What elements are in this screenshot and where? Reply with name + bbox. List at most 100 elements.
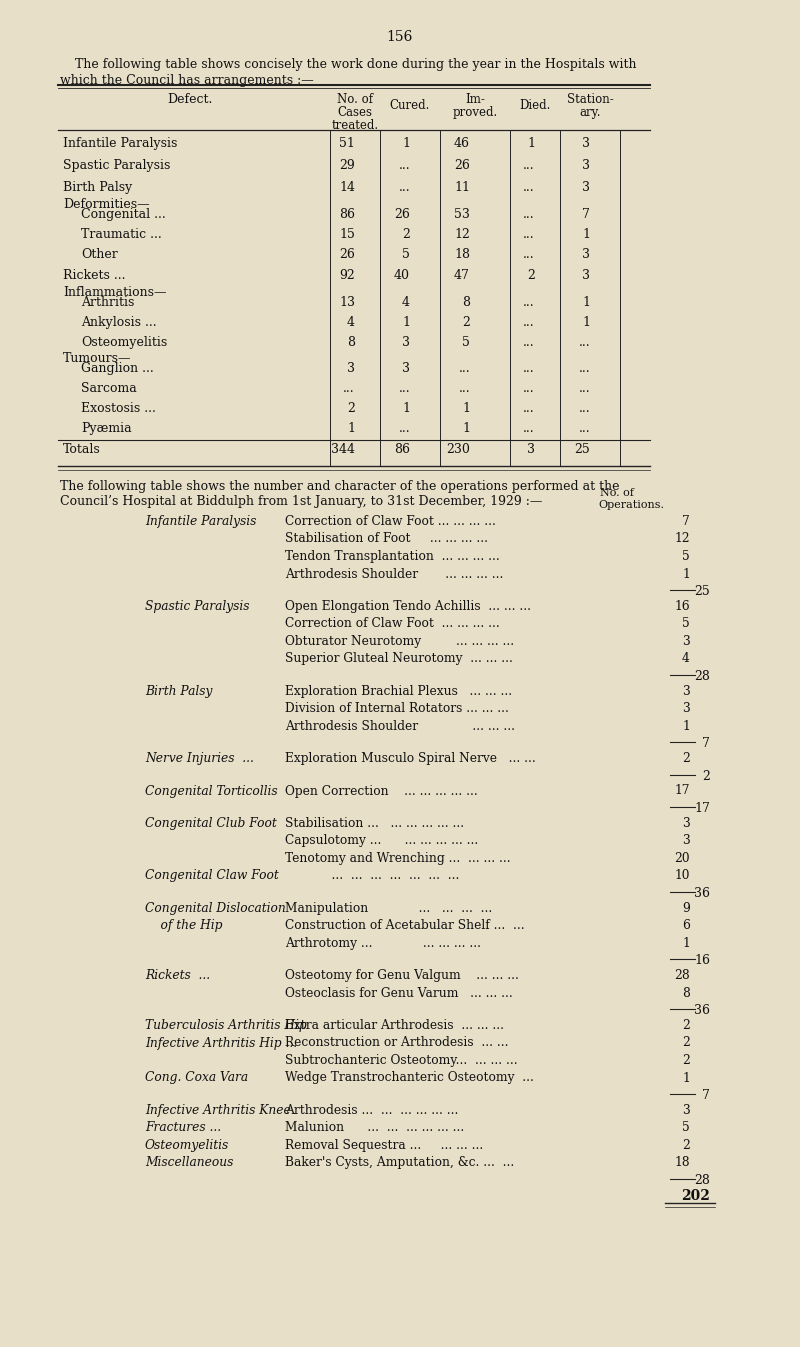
Text: which the Council has arrangements :—: which the Council has arrangements :— bbox=[60, 74, 314, 88]
Text: Superior Gluteal Neurotomy  ... ... ...: Superior Gluteal Neurotomy ... ... ... bbox=[285, 652, 513, 665]
Text: 3: 3 bbox=[682, 816, 690, 830]
Text: treated.: treated. bbox=[331, 119, 378, 132]
Text: 25: 25 bbox=[574, 443, 590, 457]
Text: Subtrochanteric Osteotomy...  ... ... ...: Subtrochanteric Osteotomy... ... ... ... bbox=[285, 1053, 518, 1067]
Text: 1: 1 bbox=[347, 422, 355, 435]
Text: ...: ... bbox=[523, 248, 535, 261]
Text: No. of: No. of bbox=[600, 488, 634, 498]
Text: 2: 2 bbox=[702, 769, 710, 783]
Text: 17: 17 bbox=[694, 801, 710, 815]
Text: Osteotomy for Genu Valgum    ... ... ...: Osteotomy for Genu Valgum ... ... ... bbox=[285, 968, 519, 982]
Text: 26: 26 bbox=[394, 207, 410, 221]
Text: 202: 202 bbox=[681, 1189, 710, 1203]
Text: Capsulotomy ...      ... ... ... ... ...: Capsulotomy ... ... ... ... ... ... bbox=[285, 834, 478, 847]
Text: 28: 28 bbox=[694, 669, 710, 683]
Text: 7: 7 bbox=[702, 737, 710, 750]
Text: 5: 5 bbox=[682, 617, 690, 630]
Text: Spastic Paralysis: Spastic Paralysis bbox=[145, 599, 250, 613]
Text: 5: 5 bbox=[402, 248, 410, 261]
Text: 5: 5 bbox=[682, 1121, 690, 1134]
Text: ...  ...  ...  ...  ...  ...  ...: ... ... ... ... ... ... ... bbox=[285, 869, 459, 882]
Text: 25: 25 bbox=[694, 585, 710, 598]
Text: 230: 230 bbox=[446, 443, 470, 457]
Text: Removal Sequestra ...     ... ... ...: Removal Sequestra ... ... ... ... bbox=[285, 1138, 483, 1152]
Text: Infective Arthritis Hip ...: Infective Arthritis Hip ... bbox=[145, 1036, 297, 1049]
Text: 1: 1 bbox=[682, 719, 690, 733]
Text: 1: 1 bbox=[582, 296, 590, 308]
Text: Inflammations—: Inflammations— bbox=[63, 286, 166, 299]
Text: 28: 28 bbox=[674, 968, 690, 982]
Text: 6: 6 bbox=[682, 919, 690, 932]
Text: 7: 7 bbox=[702, 1088, 710, 1102]
Text: ...: ... bbox=[523, 207, 535, 221]
Text: ...: ... bbox=[578, 422, 590, 435]
Text: 29: 29 bbox=[339, 159, 355, 171]
Text: 47: 47 bbox=[454, 268, 470, 282]
Text: Wedge Transtrochanteric Osteotomy  ...: Wedge Transtrochanteric Osteotomy ... bbox=[285, 1071, 534, 1084]
Text: 1: 1 bbox=[682, 936, 690, 950]
Text: Correction of Claw Foot ... ... ... ...: Correction of Claw Foot ... ... ... ... bbox=[285, 515, 496, 528]
Text: 12: 12 bbox=[674, 532, 690, 546]
Text: 8: 8 bbox=[682, 986, 690, 999]
Text: 3: 3 bbox=[582, 159, 590, 171]
Text: 3: 3 bbox=[682, 684, 690, 698]
Text: Stabilisation ...   ... ... ... ... ...: Stabilisation ... ... ... ... ... ... bbox=[285, 816, 464, 830]
Text: 16: 16 bbox=[694, 954, 710, 967]
Text: 36: 36 bbox=[694, 1004, 710, 1017]
Text: Council’s Hospital at Biddulph from 1st January, to 31st December, 1929 :—: Council’s Hospital at Biddulph from 1st … bbox=[60, 494, 542, 508]
Text: ...: ... bbox=[523, 159, 535, 171]
Text: 2: 2 bbox=[682, 1138, 690, 1152]
Text: ...: ... bbox=[523, 383, 535, 395]
Text: ...: ... bbox=[523, 422, 535, 435]
Text: Osteomyelitis: Osteomyelitis bbox=[145, 1138, 230, 1152]
Text: Birth Palsy: Birth Palsy bbox=[63, 180, 132, 194]
Text: 18: 18 bbox=[674, 1156, 690, 1169]
Text: 3: 3 bbox=[527, 443, 535, 457]
Text: Tuberculosis Arthritis Hip: Tuberculosis Arthritis Hip bbox=[145, 1018, 306, 1032]
Text: 92: 92 bbox=[339, 268, 355, 282]
Text: Died.: Died. bbox=[519, 98, 550, 112]
Text: Congenital Club Foot: Congenital Club Foot bbox=[145, 816, 277, 830]
Text: Exostosis ...: Exostosis ... bbox=[81, 401, 156, 415]
Text: 40: 40 bbox=[394, 268, 410, 282]
Text: Division of Internal Rotators ... ... ...: Division of Internal Rotators ... ... ..… bbox=[285, 702, 509, 715]
Text: Cases: Cases bbox=[338, 106, 373, 119]
Text: Arthrodesis Shoulder              ... ... ...: Arthrodesis Shoulder ... ... ... bbox=[285, 719, 515, 733]
Text: 2: 2 bbox=[347, 401, 355, 415]
Text: 2: 2 bbox=[682, 1018, 690, 1032]
Text: Arthrodesis ...  ...  ... ... ... ...: Arthrodesis ... ... ... ... ... ... bbox=[285, 1105, 458, 1117]
Text: Open Correction    ... ... ... ... ...: Open Correction ... ... ... ... ... bbox=[285, 784, 478, 797]
Text: 3: 3 bbox=[682, 834, 690, 847]
Text: 4: 4 bbox=[682, 652, 690, 665]
Text: Spastic Paralysis: Spastic Paralysis bbox=[63, 159, 170, 171]
Text: The following table shows concisely the work done during the year in the Hospita: The following table shows concisely the … bbox=[75, 58, 637, 71]
Text: ...: ... bbox=[523, 335, 535, 349]
Text: Construction of Acetabular Shelf ...  ...: Construction of Acetabular Shelf ... ... bbox=[285, 919, 525, 932]
Text: 1: 1 bbox=[582, 228, 590, 241]
Text: 5: 5 bbox=[462, 335, 470, 349]
Text: 17: 17 bbox=[674, 784, 690, 797]
Text: 26: 26 bbox=[454, 159, 470, 171]
Text: 3: 3 bbox=[402, 335, 410, 349]
Text: 86: 86 bbox=[339, 207, 355, 221]
Text: Deformities—: Deformities— bbox=[63, 198, 150, 210]
Text: ...: ... bbox=[523, 296, 535, 308]
Text: ...: ... bbox=[523, 180, 535, 194]
Text: 2: 2 bbox=[462, 317, 470, 329]
Text: Im-: Im- bbox=[465, 93, 485, 106]
Text: Exploration Musculo Spiral Nerve   ... ...: Exploration Musculo Spiral Nerve ... ... bbox=[285, 752, 536, 765]
Text: Nerve Injuries  ...: Nerve Injuries ... bbox=[145, 752, 254, 765]
Text: ...: ... bbox=[578, 362, 590, 374]
Text: Operations.: Operations. bbox=[598, 500, 664, 511]
Text: 1: 1 bbox=[527, 136, 535, 150]
Text: ...: ... bbox=[398, 422, 410, 435]
Text: 14: 14 bbox=[339, 180, 355, 194]
Text: 156: 156 bbox=[387, 30, 413, 44]
Text: 4: 4 bbox=[347, 317, 355, 329]
Text: Infective Arthritis Knee: Infective Arthritis Knee bbox=[145, 1105, 290, 1117]
Text: 11: 11 bbox=[454, 180, 470, 194]
Text: Arthritis: Arthritis bbox=[81, 296, 134, 308]
Text: Stabilisation of Foot     ... ... ... ...: Stabilisation of Foot ... ... ... ... bbox=[285, 532, 488, 546]
Text: Arthrotomy ...             ... ... ... ...: Arthrotomy ... ... ... ... ... bbox=[285, 936, 481, 950]
Text: 8: 8 bbox=[347, 335, 355, 349]
